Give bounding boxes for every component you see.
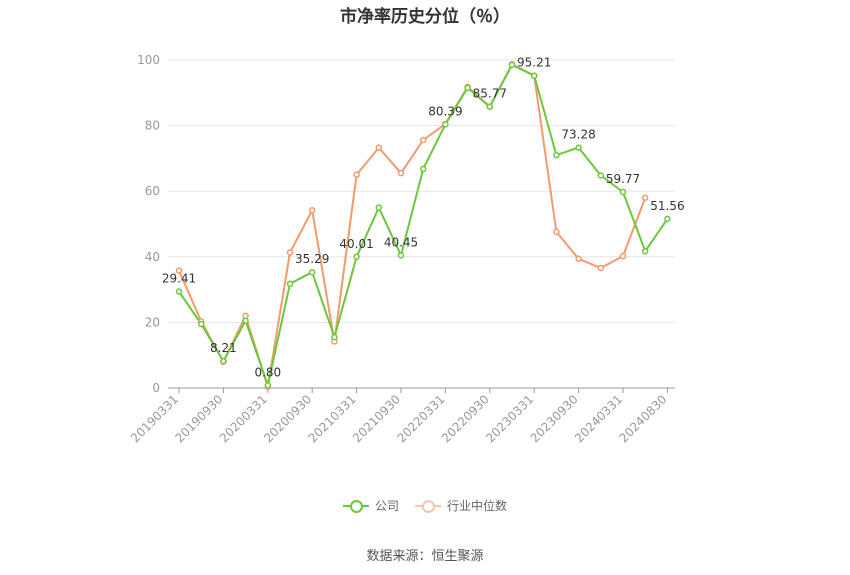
data-point-company [175,288,183,295]
data-point-company [553,151,560,159]
data-point-company [664,215,671,223]
legend-industry-marker [415,499,441,513]
data-point-industry [597,264,605,272]
data-point-company [575,144,582,151]
legend-company-label: 公司 [374,499,399,513]
data-label: 95.21 [517,56,551,70]
data-point-industry [353,171,360,179]
data-label: 35.29 [295,252,329,266]
data-label: 8.21 [210,341,237,355]
y-tick-label: 20 [145,315,160,329]
data-point-industry [619,252,627,260]
data-point-company [508,61,516,69]
data-point-industry [375,144,383,151]
data-point-company [197,320,205,328]
data-point-industry [641,194,649,202]
data-point-industry [575,255,582,263]
data-label: 29.41 [162,272,196,286]
data-point-company [597,172,605,179]
data-point-company [264,382,272,389]
series-line-company [178,63,669,387]
data-point-company [619,188,627,196]
data-point-company [641,247,649,255]
y-tick-label: 100 [137,53,160,67]
data-point-company [397,252,405,259]
data-label: 59.77 [606,172,640,186]
legend-company-marker [342,499,369,513]
data-point-industry [286,249,294,256]
y-tick-label: 80 [145,119,160,133]
data-point-company [220,357,227,365]
data-point-company [530,72,538,79]
data-label: 85.77 [473,87,507,101]
data-label: 80.39 [428,104,462,118]
data-point-industry [175,267,183,274]
data-label: 40.01 [339,237,373,251]
data-label: 73.28 [561,128,595,142]
series-line-industry [178,63,647,388]
x-tick-label: 20240830 [616,392,669,445]
y-tick-label: 40 [145,250,160,264]
data-point-company [442,121,449,128]
legend-item-industry[interactable]: 行业中位数 [415,497,507,514]
data-point-company [308,268,316,276]
data-point-industry [308,206,316,214]
legend: 公司 行业中位数 [0,497,850,514]
data-point-company [419,165,427,173]
data-point-industry [553,228,560,236]
data-point-company [464,84,471,92]
legend-item-company[interactable]: 公司 [342,497,399,514]
data-label: 0.80 [254,365,281,379]
data-point-industry [419,136,427,144]
data-point-company [242,317,249,325]
data-label: 51.56 [650,199,684,213]
chart-title: 市净率历史分位（％） [340,7,510,27]
data-point-company [286,280,294,287]
data-point-company [353,253,360,261]
data-label: 40.45 [384,235,418,249]
data-point-company [331,333,338,341]
data-point-company [375,204,383,211]
data-point-industry [397,169,405,177]
data-source: 数据来源：恒生聚源 [366,549,484,564]
y-tick-label: 0 [152,381,160,395]
legend-industry-label: 行业中位数 [447,499,508,513]
y-tick-label: 60 [145,184,160,198]
data-point-company [486,103,494,110]
